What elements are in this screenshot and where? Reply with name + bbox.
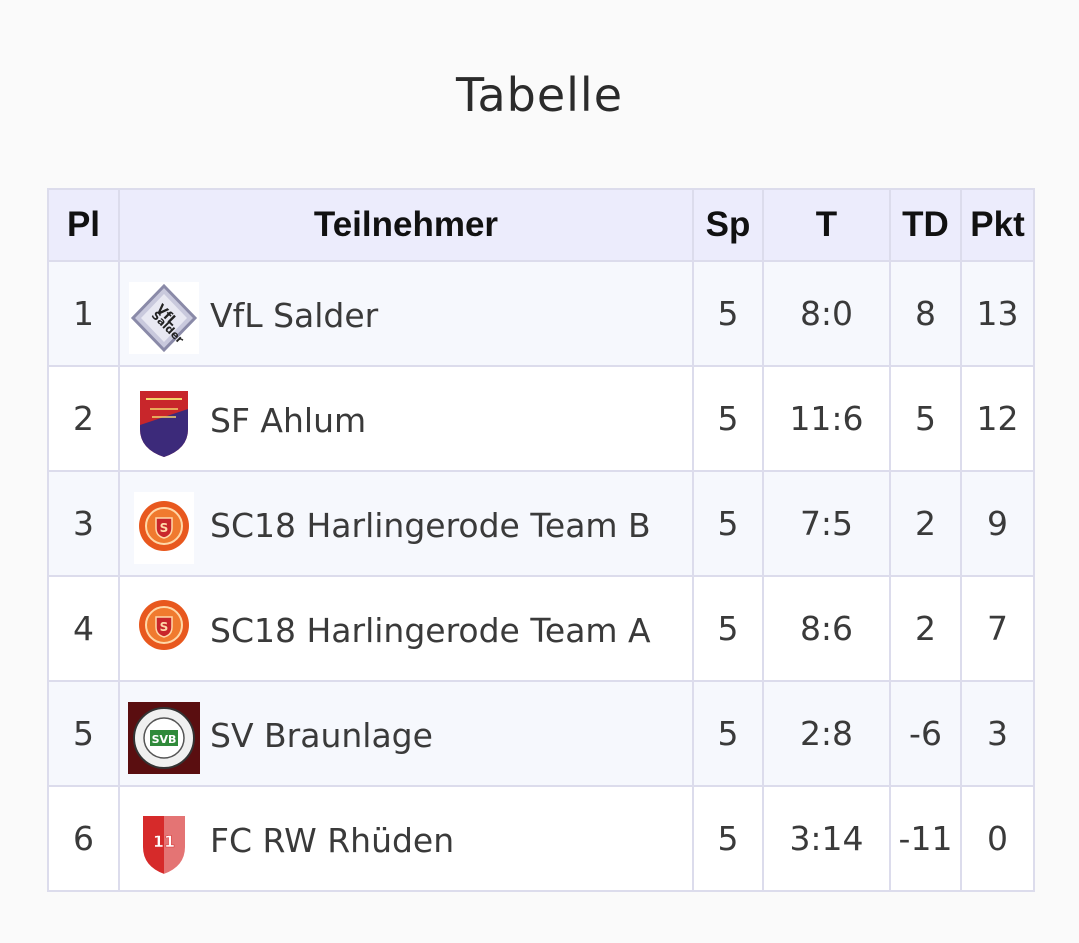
team-name[interactable]: SC18 Harlingerode Team A [210, 610, 651, 650]
goals-cell: 8:0 [762, 260, 891, 367]
team-cell[interactable]: SVB SV Braunlage [118, 680, 694, 787]
header-team[interactable]: Teilnehmer [118, 188, 694, 262]
svg-text:S: S [160, 620, 169, 634]
header-played[interactable]: Sp [692, 188, 764, 262]
sc18-harlingerode-logo-icon: S [128, 491, 200, 564]
team-cell[interactable]: 11 FC RW Rhüden [118, 785, 694, 892]
played-cell: 5 [692, 785, 764, 892]
header-goal-diff[interactable]: TD [889, 188, 962, 262]
position-cell: 5 [47, 680, 120, 787]
team-name[interactable]: SC18 Harlingerode Team B [210, 505, 651, 545]
position-cell: 2 [47, 365, 120, 472]
svg-text:S: S [160, 521, 169, 535]
fc-rw-rhueden-logo-icon: 11 [128, 806, 200, 879]
points-cell: 9 [960, 470, 1035, 577]
table-row: 2 SF Ahlum 5 [47, 365, 1035, 472]
goal-diff-cell: 2 [889, 575, 962, 682]
table-row: 3 S SC18 Harlingerode Team B 5 [47, 470, 1035, 577]
goal-diff-cell: -6 [889, 680, 962, 787]
team-name[interactable]: FC RW Rhüden [210, 820, 455, 860]
points-cell: 3 [960, 680, 1035, 787]
goals-cell: 3:14 [762, 785, 891, 892]
team-cell[interactable]: SF Ahlum [118, 365, 694, 472]
svg-text:SVB: SVB [152, 733, 177, 746]
goal-diff-cell: 5 [889, 365, 962, 472]
team-name[interactable]: VfL Salder [210, 295, 379, 335]
table-row: 6 11 FC RW Rhüden 5 3:14 -11 [47, 785, 1035, 892]
played-cell: 5 [692, 680, 764, 787]
sf-ahlum-logo-icon [128, 387, 200, 459]
position-cell: 3 [47, 470, 120, 577]
page-title: Tabelle [455, 68, 624, 122]
position-cell: 1 [47, 260, 120, 367]
goals-cell: 2:8 [762, 680, 891, 787]
standings-table: Pl Teilnehmer Sp T TD Pkt 1 VfL [47, 188, 1035, 892]
table-row: 4 S SC18 Harlingerode Team A 5 [47, 575, 1035, 682]
goal-diff-cell: -11 [889, 785, 962, 892]
team-cell[interactable]: S SC18 Harlingerode Team B [118, 470, 694, 577]
team-cell[interactable]: VfL Salder VfL Salder [118, 260, 694, 367]
played-cell: 5 [692, 260, 764, 367]
table-row: 1 VfL Salder VfL Salder 5 [47, 260, 1035, 367]
team-name[interactable]: SF Ahlum [210, 400, 367, 440]
goal-diff-cell: 8 [889, 260, 962, 367]
header-position[interactable]: Pl [47, 188, 120, 262]
sv-braunlage-logo-icon: SVB [128, 701, 200, 774]
table-row: 5 SVB SV Braunlage 5 2:8 [47, 680, 1035, 787]
header-goals[interactable]: T [762, 188, 891, 262]
table-header-row: Pl Teilnehmer Sp T TD Pkt [47, 188, 1035, 262]
points-cell: 0 [960, 785, 1035, 892]
played-cell: 5 [692, 365, 764, 472]
team-name[interactable]: SV Braunlage [210, 715, 433, 755]
header-points[interactable]: Pkt [960, 188, 1035, 262]
goals-cell: 8:6 [762, 575, 891, 682]
svg-text:11: 11 [153, 832, 175, 851]
goal-diff-cell: 2 [889, 470, 962, 577]
points-cell: 13 [960, 260, 1035, 367]
vfl-salder-logo-icon: VfL Salder [128, 281, 200, 354]
played-cell: 5 [692, 470, 764, 577]
position-cell: 4 [47, 575, 120, 682]
goals-cell: 7:5 [762, 470, 891, 577]
played-cell: 5 [692, 575, 764, 682]
points-cell: 7 [960, 575, 1035, 682]
team-cell[interactable]: S SC18 Harlingerode Team A [118, 575, 694, 682]
sc18-harlingerode-logo-icon: S [128, 596, 200, 669]
points-cell: 12 [960, 365, 1035, 472]
position-cell: 6 [47, 785, 120, 892]
goals-cell: 11:6 [762, 365, 891, 472]
